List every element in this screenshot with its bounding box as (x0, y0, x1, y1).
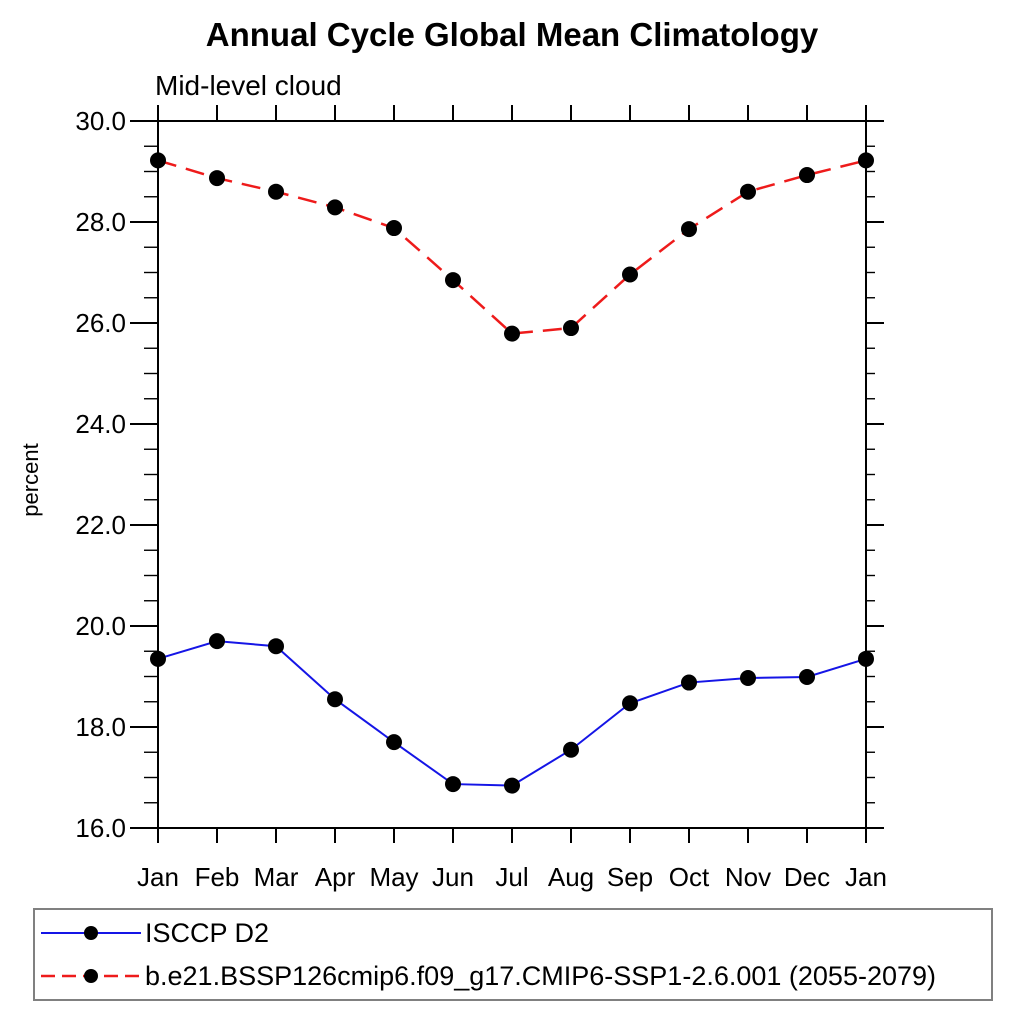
x-tick-label: May (369, 862, 418, 892)
x-tick-label: Mar (254, 862, 299, 892)
data-point-marker (622, 695, 638, 712)
series-line-0 (157, 640, 867, 787)
data-point-marker (386, 734, 402, 751)
data-point-marker (268, 638, 284, 655)
data-point-marker (327, 691, 343, 708)
legend-label-model: b.e21.BSSP126cmip6.f09_g17.CMIP6-SSP1-2.… (145, 960, 937, 991)
legend-label-isccp: ISCCP D2 (145, 917, 270, 948)
legend-line-dashed-icon (41, 969, 141, 983)
x-tick-label: Nov (725, 862, 771, 892)
data-point-marker (386, 220, 402, 237)
data-point-marker (740, 670, 756, 687)
y-tick-label: 26.0 (75, 308, 126, 338)
data-point-marker (209, 633, 225, 650)
x-tick-label: Jan (845, 862, 887, 892)
data-point-marker (504, 777, 520, 794)
x-tick-label: Apr (315, 862, 356, 892)
data-point-marker (150, 650, 166, 667)
y-tick-label: 16.0 (75, 813, 126, 843)
tick-label-layer: Jan Feb Mar Apr May Jun Jul Aug Sep Oct Nov Dec Jan 1… (75, 106, 887, 892)
legend-item-model: b.e21.BSSP126cmip6.f09_g17.CMIP6-SSP1-2.… (35, 956, 991, 996)
x-tick-label: Jan (137, 862, 179, 892)
y-tick-label: 22.0 (75, 510, 126, 540)
chart-subtitle: Mid-level cloud (155, 70, 342, 101)
data-point-marker (563, 320, 579, 337)
annual-cycle-plot: Jan Feb Mar Apr May Jun Jul Aug Sep Oct Nov Dec Jan 1… (18, 105, 887, 892)
data-point-marker (799, 669, 815, 686)
legend-line-solid-icon (41, 926, 141, 940)
y-tick-label: 18.0 (75, 712, 126, 742)
data-point-marker (681, 221, 697, 238)
data-point-marker (681, 674, 697, 691)
legend-box: ISCCP D2 b.e21.BSSP126cmip6.f09_g17.CMIP… (33, 908, 993, 1001)
data-point-marker (622, 266, 638, 283)
x-tick-label: Jul (495, 862, 528, 892)
y-axis-title: percent (18, 443, 43, 516)
y-tick-label: 20.0 (75, 611, 126, 641)
x-tick-label: Oct (669, 862, 710, 892)
data-point-marker (209, 170, 225, 187)
chart-title: Annual Cycle Global Mean Climatology (205, 16, 819, 53)
y-tick-label: 28.0 (75, 207, 126, 237)
data-point-marker (150, 152, 166, 169)
data-point-marker (858, 650, 874, 667)
data-point-marker (445, 776, 461, 793)
y-tick-label: 24.0 (75, 409, 126, 439)
x-tick-label: Jun (432, 862, 474, 892)
data-point-marker (445, 272, 461, 289)
x-tick-label: Dec (784, 862, 830, 892)
data-point-marker (268, 183, 284, 200)
y-tick-label: 30.0 (75, 106, 126, 136)
series-layer (150, 152, 874, 794)
data-point-marker (563, 741, 579, 758)
data-point-marker (740, 183, 756, 200)
x-tick-label: Feb (195, 862, 240, 892)
legend-item-isccp: ISCCP D2 (35, 913, 991, 953)
data-point-marker (858, 152, 874, 169)
x-tick-label: Aug (548, 862, 594, 892)
data-point-marker (799, 167, 815, 184)
data-point-marker (327, 199, 343, 216)
axes-layer (130, 105, 884, 843)
x-tick-label: Sep (607, 862, 653, 892)
data-point-marker (504, 325, 520, 342)
series-line-1 (157, 159, 867, 335)
